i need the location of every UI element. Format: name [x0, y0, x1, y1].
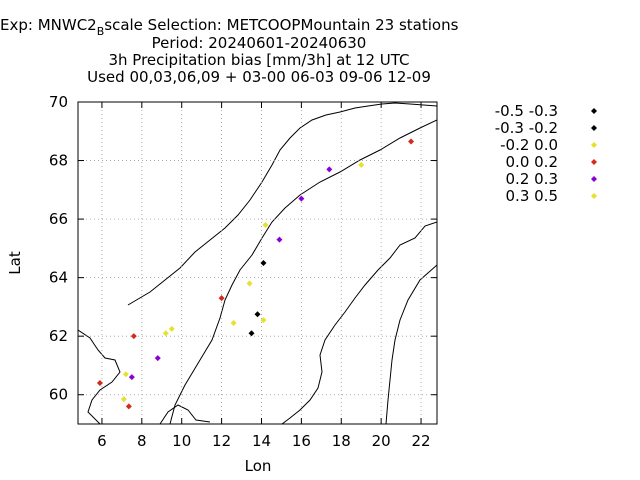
data-point	[122, 371, 129, 378]
x-axis-label: Lon	[245, 457, 272, 475]
coast-islands-south	[159, 404, 211, 424]
coastline-sweden-gulf	[281, 221, 437, 424]
title-line-1: Exp: MNWC2Bscale Selection: METCOOPMount…	[0, 16, 459, 38]
legend-marker	[591, 159, 597, 165]
data-points	[96, 138, 415, 410]
legend-marker	[591, 125, 597, 131]
map-outline	[78, 102, 437, 424]
data-point	[154, 355, 161, 362]
title-line-3: 3h Precipitation bias [mm/3h] at 12 UTC	[108, 51, 409, 69]
data-point	[260, 260, 267, 266]
x-axis-ticks: 6 8 10 12 14 16 18 20 22	[97, 102, 431, 450]
x-tick-label: 8	[137, 432, 147, 450]
y-tick-label: 68	[49, 152, 68, 170]
title-line-2: Period: 20240601-20240630	[152, 34, 367, 52]
data-point	[276, 236, 283, 243]
x-tick-label: 10	[172, 432, 191, 450]
data-point	[125, 403, 132, 410]
data-point	[218, 295, 225, 302]
data-point	[168, 325, 175, 332]
legend-label: -0.2 0.0	[500, 136, 558, 154]
data-point	[246, 280, 253, 287]
y-tick-label: 64	[49, 269, 68, 287]
x-tick-label: 22	[411, 432, 430, 450]
data-point	[96, 380, 103, 387]
border-norway-sweden	[169, 119, 437, 424]
data-point	[248, 330, 255, 337]
coastline-south-norway	[78, 329, 121, 424]
data-point	[262, 221, 269, 228]
x-tick-label: 18	[332, 432, 351, 450]
x-tick-label: 12	[212, 432, 231, 450]
y-tick-label: 60	[49, 386, 68, 404]
x-tick-label: 14	[252, 432, 271, 450]
legend-label: -0.3 -0.2	[495, 119, 558, 137]
data-point	[358, 161, 365, 168]
legend-marker	[591, 176, 597, 182]
title-line-4: Used 00,03,06,09 + 03-00 06-03 09-06 12-…	[87, 68, 431, 86]
x-tick-label: 20	[372, 432, 391, 450]
chart-title: Exp: MNWC2Bscale Selection: METCOOPMount…	[0, 16, 459, 86]
y-tick-label: 70	[49, 93, 68, 111]
plot-frame	[77, 101, 438, 425]
legend-label: -0.5 -0.3	[495, 102, 558, 120]
data-point	[130, 333, 137, 340]
y-axis-ticks: 60 62 64 66 68 70	[49, 93, 437, 404]
data-point	[128, 374, 135, 381]
data-point	[120, 396, 127, 403]
legend-label: 0.3 0.5	[506, 187, 558, 205]
data-point	[260, 317, 267, 324]
data-point	[254, 311, 261, 318]
legend-marker	[591, 142, 597, 148]
data-point	[408, 138, 415, 145]
data-point	[162, 330, 169, 337]
legend-label: 0.2 0.3	[506, 170, 558, 188]
x-tick-label: 16	[292, 432, 311, 450]
x-tick-label: 6	[97, 432, 107, 450]
y-axis-label: Lat	[6, 251, 24, 275]
coastline-norway	[127, 102, 437, 306]
legend-marker	[591, 108, 597, 114]
data-point	[326, 166, 333, 173]
coastline-finland	[385, 264, 437, 424]
y-tick-label: 62	[49, 327, 68, 345]
data-point	[298, 195, 305, 202]
y-tick-label: 66	[49, 210, 68, 228]
legend-label: 0.0 0.2	[506, 153, 558, 171]
legend: -0.5 -0.3-0.3 -0.2-0.2 0.00.0 0.20.2 0.3…	[495, 102, 597, 205]
data-point	[230, 320, 237, 327]
legend-marker	[591, 193, 597, 199]
